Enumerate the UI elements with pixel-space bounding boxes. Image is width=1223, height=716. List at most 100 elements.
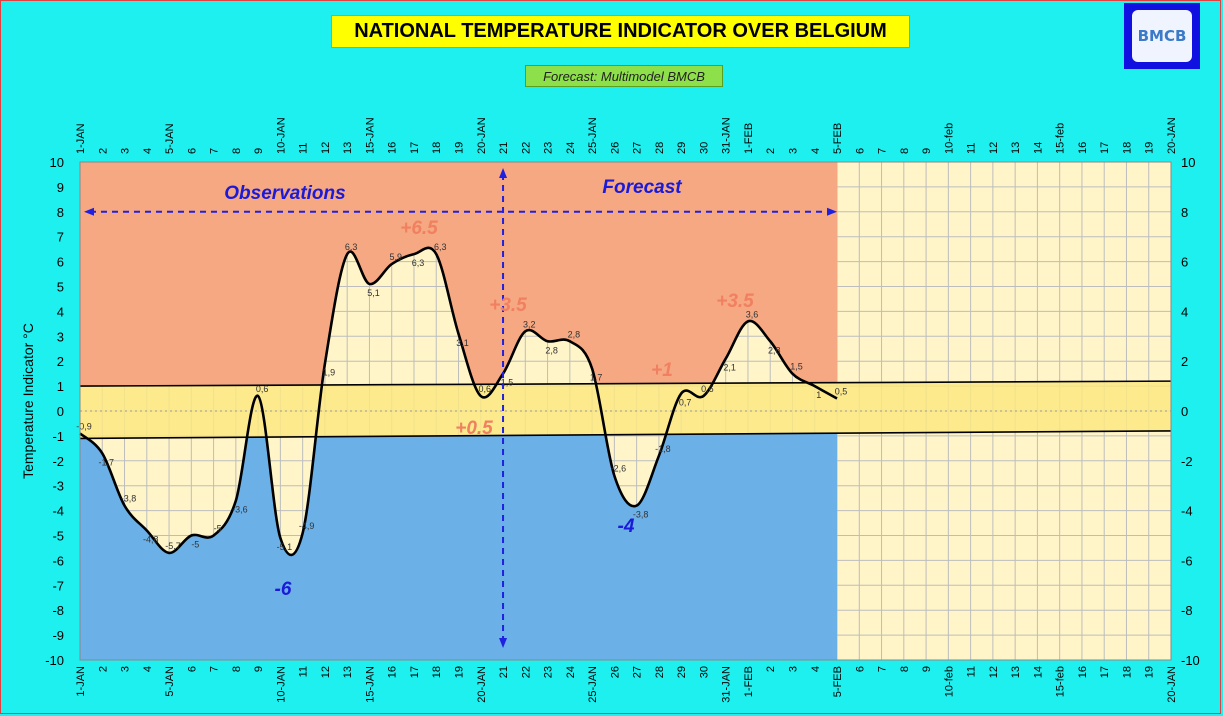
data-label: 6,3 bbox=[345, 242, 358, 252]
x-tick-label-top: 3 bbox=[787, 148, 799, 154]
y-tick-label-left: 3 bbox=[57, 329, 64, 344]
annotation-label: +1 bbox=[651, 360, 673, 381]
y-tick-label-left: 1 bbox=[57, 379, 64, 394]
data-label: -5 bbox=[214, 524, 222, 534]
y-tick-label-right: 4 bbox=[1181, 304, 1188, 319]
data-label: 3,2 bbox=[523, 319, 536, 329]
x-tick-label-bottom: 22 bbox=[520, 666, 532, 678]
x-tick-label-top: 23 bbox=[543, 142, 555, 154]
arrow-head-up bbox=[499, 168, 508, 178]
x-tick-label-bottom: 3 bbox=[787, 666, 799, 672]
y-tick-label-right: 8 bbox=[1181, 205, 1188, 220]
x-tick-label-top: 16 bbox=[387, 142, 399, 154]
y-tick-label-right: 2 bbox=[1181, 354, 1188, 369]
x-tick-label-top: 1-JAN bbox=[75, 123, 87, 154]
y-tick-label-left: -10 bbox=[45, 653, 64, 668]
data-label: 5,9 bbox=[389, 252, 402, 262]
annotation-label: +0.5 bbox=[455, 418, 493, 439]
x-tick-label-bottom: 6 bbox=[854, 666, 866, 672]
x-tick-label-bottom: 15-JAN bbox=[364, 666, 376, 703]
data-label: 1,9 bbox=[323, 368, 336, 378]
x-tick-label-top: 3 bbox=[120, 148, 132, 154]
x-tick-label-bottom: 14 bbox=[1032, 666, 1044, 678]
x-tick-label-top: 27 bbox=[632, 142, 644, 154]
y-tick-label-left: 5 bbox=[57, 280, 64, 295]
x-tick-label-top: 24 bbox=[565, 142, 577, 154]
x-tick-label-bottom: 16 bbox=[387, 666, 399, 678]
y-tick-label-left: -7 bbox=[52, 578, 64, 593]
x-tick-label-top: 25-JAN bbox=[587, 117, 599, 154]
x-tick-label-top: 7 bbox=[877, 148, 889, 154]
x-tick-label-top: 2 bbox=[97, 148, 109, 154]
x-tick-label-top: 22 bbox=[520, 142, 532, 154]
x-tick-label-top: 29 bbox=[676, 142, 688, 154]
x-tick-label-top: 14 bbox=[1032, 142, 1044, 154]
y-tick-label-left: 7 bbox=[57, 230, 64, 245]
data-label: 2,8 bbox=[545, 345, 558, 355]
data-label: -4,8 bbox=[143, 535, 159, 545]
x-tick-label-top: 6 bbox=[854, 148, 866, 154]
y-tick-label-right: -10 bbox=[1181, 653, 1200, 668]
data-label: 2,1 bbox=[723, 363, 736, 373]
x-tick-label-top: 17 bbox=[409, 142, 421, 154]
logo-text: BMCB bbox=[1137, 27, 1187, 45]
y-tick-label-left: -1 bbox=[52, 429, 64, 444]
x-tick-label-top: 5-JAN bbox=[164, 123, 176, 154]
y-tick-label-left: -6 bbox=[52, 553, 64, 568]
x-tick-label-bottom: 10-JAN bbox=[275, 666, 287, 703]
data-label: 3,6 bbox=[746, 309, 759, 319]
annotation-label: -6 bbox=[275, 579, 292, 600]
x-tick-label-bottom: 31-JAN bbox=[721, 666, 733, 703]
neutral-band bbox=[80, 381, 1171, 439]
data-label: 0,6 bbox=[701, 384, 714, 394]
x-tick-label-top: 11 bbox=[298, 143, 310, 154]
annotation-label: +6.5 bbox=[400, 218, 438, 239]
y-tick-label-right: 10 bbox=[1181, 155, 1195, 170]
data-label: -3,6 bbox=[232, 505, 248, 515]
x-tick-label-bottom: 29 bbox=[676, 666, 688, 678]
x-tick-label-bottom: 17 bbox=[1099, 666, 1111, 678]
x-tick-label-top: 21 bbox=[498, 142, 510, 154]
x-tick-label-bottom: 16 bbox=[1077, 666, 1089, 678]
data-label: 0,6 bbox=[479, 384, 492, 394]
x-tick-label-bottom: 8 bbox=[899, 666, 911, 672]
x-tick-label-top: 17 bbox=[1099, 142, 1111, 154]
data-label: 6,3 bbox=[434, 242, 447, 252]
data-label: -1,8 bbox=[655, 444, 671, 454]
y-tick-label-left: -2 bbox=[52, 454, 64, 469]
y-tick-label-left: 0 bbox=[57, 404, 64, 419]
y-tick-label-left: 9 bbox=[57, 180, 64, 195]
annotation-label: +3.5 bbox=[489, 295, 527, 316]
x-tick-label-bottom: 30 bbox=[698, 666, 710, 678]
data-label: -5,7 bbox=[165, 541, 181, 551]
x-tick-label-bottom: 1-FEB bbox=[743, 666, 755, 697]
x-tick-label-bottom: 27 bbox=[632, 666, 644, 678]
y-tick-label-left: 6 bbox=[57, 255, 64, 270]
x-tick-label-bottom: 12 bbox=[320, 666, 332, 678]
upper-threshold-line bbox=[79, 380, 1172, 387]
x-tick-label-top: 30 bbox=[698, 142, 710, 154]
y-tick-label-left: -3 bbox=[52, 479, 64, 494]
y-tick-label-right: 0 bbox=[1181, 404, 1188, 419]
x-tick-label-top: 18 bbox=[431, 142, 443, 154]
data-label: 2,8 bbox=[568, 329, 581, 339]
x-tick-label-bottom: 13 bbox=[1010, 666, 1022, 678]
positive-anomaly-fill bbox=[80, 162, 838, 387]
x-tick-label-top: 4 bbox=[142, 148, 154, 154]
x-tick-label-top: 2 bbox=[765, 148, 777, 154]
chart-title: NATIONAL TEMPERATURE INDICATOR OVER BELG… bbox=[331, 15, 910, 48]
data-label: 1,7 bbox=[590, 373, 603, 383]
x-tick-label-top: 13 bbox=[342, 142, 354, 154]
x-tick-label-bottom: 25-JAN bbox=[587, 666, 599, 703]
annotation-label: Observations bbox=[224, 183, 345, 204]
lower-threshold-line bbox=[79, 430, 1172, 440]
x-tick-label-bottom: 24 bbox=[565, 666, 577, 678]
x-tick-label-top: 8 bbox=[231, 148, 243, 154]
x-tick-label-top: 31-JAN bbox=[721, 117, 733, 154]
x-tick-label-bottom: 4 bbox=[810, 666, 822, 672]
y-tick-label-right: -6 bbox=[1181, 553, 1193, 568]
x-tick-label-top: 4 bbox=[810, 148, 822, 154]
arrow-head-right bbox=[827, 207, 838, 216]
